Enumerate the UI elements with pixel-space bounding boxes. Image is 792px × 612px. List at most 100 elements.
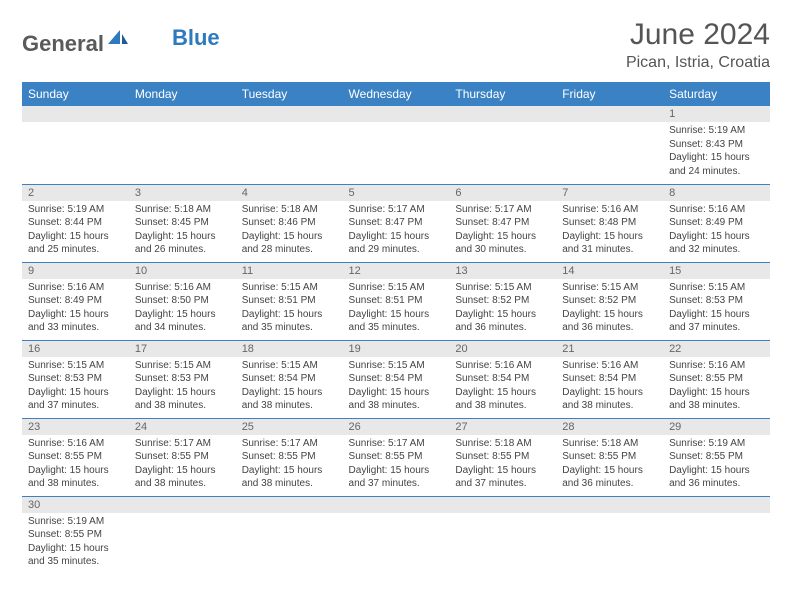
sunrise-line: Sunrise: 5:17 AM bbox=[349, 203, 444, 217]
day-number: 25 bbox=[236, 419, 343, 435]
daylight-line: Daylight: 15 hours and 38 minutes. bbox=[28, 464, 123, 491]
sunrise-line: Sunrise: 5:17 AM bbox=[455, 203, 550, 217]
sunset-line: Sunset: 8:52 PM bbox=[562, 294, 657, 308]
calendar-week-row: 23Sunrise: 5:16 AMSunset: 8:55 PMDayligh… bbox=[22, 418, 770, 496]
sunrise-line: Sunrise: 5:18 AM bbox=[455, 437, 550, 451]
calendar-week-row: 2Sunrise: 5:19 AMSunset: 8:44 PMDaylight… bbox=[22, 184, 770, 262]
day-number: 23 bbox=[22, 419, 129, 435]
daylight-line: Daylight: 15 hours and 36 minutes. bbox=[669, 464, 764, 491]
header: General Blue June 2024 Pican, Istria, Cr… bbox=[22, 18, 770, 72]
sunset-line: Sunset: 8:54 PM bbox=[242, 372, 337, 386]
title-block: June 2024 Pican, Istria, Croatia bbox=[626, 18, 770, 72]
calendar-week-row: 30Sunrise: 5:19 AMSunset: 8:55 PMDayligh… bbox=[22, 496, 770, 574]
calendar-day-cell: 1Sunrise: 5:19 AMSunset: 8:43 PMDaylight… bbox=[663, 106, 770, 184]
day-number bbox=[449, 497, 556, 513]
calendar-week-row: 16Sunrise: 5:15 AMSunset: 8:53 PMDayligh… bbox=[22, 340, 770, 418]
sunrise-line: Sunrise: 5:18 AM bbox=[242, 203, 337, 217]
day-number: 12 bbox=[343, 263, 450, 279]
calendar-day-cell: 23Sunrise: 5:16 AMSunset: 8:55 PMDayligh… bbox=[22, 418, 129, 496]
day-number bbox=[449, 106, 556, 122]
daylight-line: Daylight: 15 hours and 38 minutes. bbox=[135, 386, 230, 413]
daylight-line: Daylight: 15 hours and 30 minutes. bbox=[455, 230, 550, 257]
calendar-day-cell: 13Sunrise: 5:15 AMSunset: 8:52 PMDayligh… bbox=[449, 262, 556, 340]
calendar-day-cell: 30Sunrise: 5:19 AMSunset: 8:55 PMDayligh… bbox=[22, 496, 129, 574]
day-number: 4 bbox=[236, 185, 343, 201]
day-body: Sunrise: 5:16 AMSunset: 8:48 PMDaylight:… bbox=[556, 201, 663, 261]
day-body: Sunrise: 5:19 AMSunset: 8:43 PMDaylight:… bbox=[663, 122, 770, 182]
calendar-day-cell: 2Sunrise: 5:19 AMSunset: 8:44 PMDaylight… bbox=[22, 184, 129, 262]
day-body: Sunrise: 5:17 AMSunset: 8:47 PMDaylight:… bbox=[343, 201, 450, 261]
calendar-empty-cell bbox=[556, 496, 663, 574]
day-number bbox=[343, 106, 450, 122]
day-number: 29 bbox=[663, 419, 770, 435]
sunrise-line: Sunrise: 5:19 AM bbox=[28, 203, 123, 217]
sunset-line: Sunset: 8:54 PM bbox=[562, 372, 657, 386]
calendar-day-cell: 6Sunrise: 5:17 AMSunset: 8:47 PMDaylight… bbox=[449, 184, 556, 262]
day-number bbox=[129, 497, 236, 513]
day-body: Sunrise: 5:18 AMSunset: 8:45 PMDaylight:… bbox=[129, 201, 236, 261]
day-body: Sunrise: 5:19 AMSunset: 8:55 PMDaylight:… bbox=[22, 513, 129, 573]
calendar-empty-cell bbox=[129, 106, 236, 184]
sunrise-line: Sunrise: 5:15 AM bbox=[455, 281, 550, 295]
calendar-day-cell: 22Sunrise: 5:16 AMSunset: 8:55 PMDayligh… bbox=[663, 340, 770, 418]
daylight-line: Daylight: 15 hours and 38 minutes. bbox=[349, 386, 444, 413]
weekday-header: Wednesday bbox=[343, 82, 450, 106]
calendar-empty-cell bbox=[236, 106, 343, 184]
sunset-line: Sunset: 8:45 PM bbox=[135, 216, 230, 230]
daylight-line: Daylight: 15 hours and 37 minutes. bbox=[349, 464, 444, 491]
daylight-line: Daylight: 15 hours and 37 minutes. bbox=[669, 308, 764, 335]
day-body: Sunrise: 5:19 AMSunset: 8:44 PMDaylight:… bbox=[22, 201, 129, 261]
location: Pican, Istria, Croatia bbox=[626, 54, 770, 72]
day-number: 13 bbox=[449, 263, 556, 279]
calendar-day-cell: 7Sunrise: 5:16 AMSunset: 8:48 PMDaylight… bbox=[556, 184, 663, 262]
day-number: 5 bbox=[343, 185, 450, 201]
calendar-day-cell: 19Sunrise: 5:15 AMSunset: 8:54 PMDayligh… bbox=[343, 340, 450, 418]
daylight-line: Daylight: 15 hours and 25 minutes. bbox=[28, 230, 123, 257]
daylight-line: Daylight: 15 hours and 29 minutes. bbox=[349, 230, 444, 257]
calendar-day-cell: 8Sunrise: 5:16 AMSunset: 8:49 PMDaylight… bbox=[663, 184, 770, 262]
daylight-line: Daylight: 15 hours and 38 minutes. bbox=[562, 386, 657, 413]
day-number: 18 bbox=[236, 341, 343, 357]
day-body: Sunrise: 5:18 AMSunset: 8:55 PMDaylight:… bbox=[449, 435, 556, 495]
daylight-line: Daylight: 15 hours and 38 minutes. bbox=[242, 386, 337, 413]
daylight-line: Daylight: 15 hours and 38 minutes. bbox=[455, 386, 550, 413]
day-number: 15 bbox=[663, 263, 770, 279]
calendar-day-cell: 9Sunrise: 5:16 AMSunset: 8:49 PMDaylight… bbox=[22, 262, 129, 340]
daylight-line: Daylight: 15 hours and 35 minutes. bbox=[28, 542, 123, 569]
day-number: 1 bbox=[663, 106, 770, 122]
calendar-empty-cell bbox=[343, 106, 450, 184]
sunrise-line: Sunrise: 5:18 AM bbox=[562, 437, 657, 451]
logo-sail-icon bbox=[106, 28, 130, 53]
sunset-line: Sunset: 8:43 PM bbox=[669, 138, 764, 152]
sunrise-line: Sunrise: 5:15 AM bbox=[669, 281, 764, 295]
sunrise-line: Sunrise: 5:17 AM bbox=[349, 437, 444, 451]
calendar-day-cell: 21Sunrise: 5:16 AMSunset: 8:54 PMDayligh… bbox=[556, 340, 663, 418]
calendar-empty-cell bbox=[343, 496, 450, 574]
day-body: Sunrise: 5:15 AMSunset: 8:51 PMDaylight:… bbox=[236, 279, 343, 339]
sunrise-line: Sunrise: 5:19 AM bbox=[669, 124, 764, 138]
day-number bbox=[236, 497, 343, 513]
weekday-header: Saturday bbox=[663, 82, 770, 106]
weekday-header: Sunday bbox=[22, 82, 129, 106]
sunrise-line: Sunrise: 5:16 AM bbox=[135, 281, 230, 295]
calendar-day-cell: 27Sunrise: 5:18 AMSunset: 8:55 PMDayligh… bbox=[449, 418, 556, 496]
daylight-line: Daylight: 15 hours and 34 minutes. bbox=[135, 308, 230, 335]
day-body: Sunrise: 5:15 AMSunset: 8:53 PMDaylight:… bbox=[129, 357, 236, 417]
day-body: Sunrise: 5:15 AMSunset: 8:54 PMDaylight:… bbox=[343, 357, 450, 417]
day-body: Sunrise: 5:15 AMSunset: 8:52 PMDaylight:… bbox=[449, 279, 556, 339]
sunrise-line: Sunrise: 5:15 AM bbox=[349, 359, 444, 373]
day-number: 7 bbox=[556, 185, 663, 201]
logo-text-blue: Blue bbox=[172, 25, 220, 51]
daylight-line: Daylight: 15 hours and 36 minutes. bbox=[562, 464, 657, 491]
day-number: 16 bbox=[22, 341, 129, 357]
day-number bbox=[236, 106, 343, 122]
day-body: Sunrise: 5:16 AMSunset: 8:55 PMDaylight:… bbox=[663, 357, 770, 417]
sunrise-line: Sunrise: 5:15 AM bbox=[135, 359, 230, 373]
calendar-week-row: 1Sunrise: 5:19 AMSunset: 8:43 PMDaylight… bbox=[22, 106, 770, 184]
day-body: Sunrise: 5:17 AMSunset: 8:55 PMDaylight:… bbox=[129, 435, 236, 495]
calendar-empty-cell bbox=[236, 496, 343, 574]
sunset-line: Sunset: 8:52 PM bbox=[455, 294, 550, 308]
sunset-line: Sunset: 8:55 PM bbox=[349, 450, 444, 464]
weekday-header: Thursday bbox=[449, 82, 556, 106]
sunrise-line: Sunrise: 5:16 AM bbox=[455, 359, 550, 373]
